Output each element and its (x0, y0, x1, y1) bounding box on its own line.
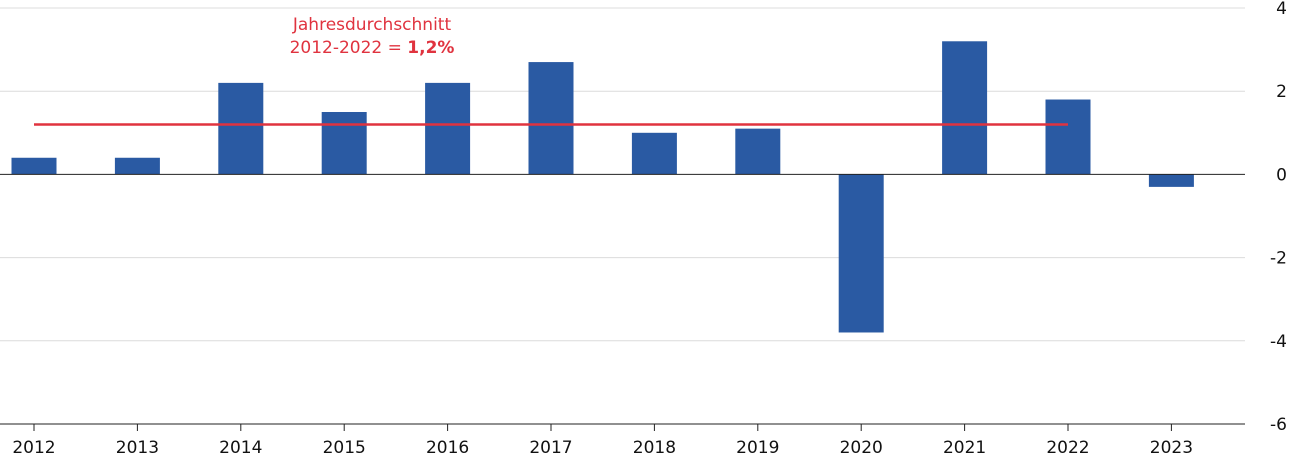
grid-lines (0, 7, 1245, 342)
x-tick-label-2012: 2012 (12, 438, 55, 456)
bar-2015 (321, 112, 367, 175)
bar-2016 (425, 82, 471, 175)
x-tick-label-2014: 2014 (219, 438, 262, 456)
y-tick-label: 2 (1276, 82, 1287, 102)
bar-2012 (11, 157, 57, 175)
bar-2023 (1148, 174, 1194, 187)
y-tick-label: 0 (1276, 165, 1287, 185)
bar-2019 (735, 128, 781, 175)
bar-2014 (218, 82, 264, 175)
y-tick-label: -4 (1270, 332, 1287, 352)
x-tick-label-2020: 2020 (840, 438, 883, 456)
y-tick-label: 4 (1276, 0, 1287, 19)
x-tick-label-2018: 2018 (633, 438, 676, 456)
x-tick-label-2021: 2021 (943, 438, 986, 456)
annotation-line1: Jahresdurchschnitt (292, 15, 452, 35)
bar-2017 (528, 62, 574, 175)
x-tick-label-2013: 2013 (116, 438, 159, 456)
axes (0, 173, 1245, 431)
bar-2022 (1045, 99, 1091, 175)
x-tick-label-2017: 2017 (529, 438, 572, 456)
annotation-line2: 2012-2022 = 1,2% (290, 38, 455, 58)
x-tick-label-2019: 2019 (736, 438, 779, 456)
annotation-line2-prefix: 2012-2022 = (290, 38, 408, 58)
x-tick-label-2016: 2016 (426, 438, 469, 456)
bar-2020 (838, 174, 884, 333)
x-tick-label-2023: 2023 (1150, 438, 1193, 456)
bar-2013 (114, 157, 160, 175)
bar-2018 (631, 132, 677, 175)
x-tick-label-2022: 2022 (1046, 438, 1089, 456)
tick-labels: 4 2 0 -2 -4 -6 2012 2013 2014 2015 2016 2017 2018 201… (12, 0, 1287, 456)
y-tick-label: -6 (1270, 415, 1287, 435)
x-tick-label-2015: 2015 (323, 438, 366, 456)
bar-2021 (942, 41, 988, 175)
bars (11, 41, 1194, 333)
y-tick-label: -2 (1270, 249, 1287, 269)
annotation-line2-value: 1,2% (407, 38, 454, 58)
